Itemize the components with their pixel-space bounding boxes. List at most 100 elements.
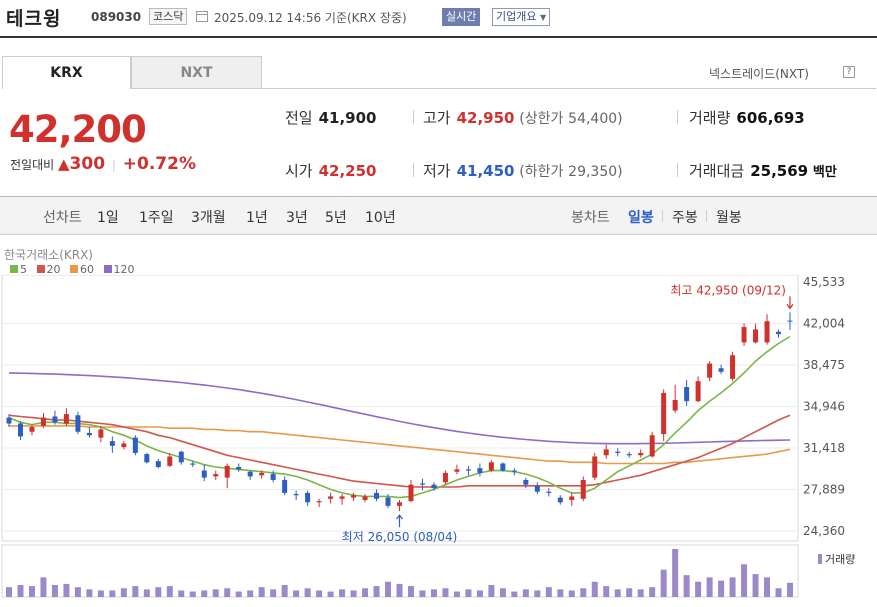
- period-10y[interactable]: 10년: [365, 210, 396, 226]
- candle: [741, 323, 747, 346]
- volume-bar: [120, 588, 127, 597]
- divider: [662, 210, 663, 222]
- help-icon[interactable]: ?: [843, 66, 855, 78]
- plot-frame: [1, 275, 799, 542]
- candle-body: [557, 497, 563, 503]
- candle: [580, 476, 586, 502]
- volume-bar: [327, 591, 334, 597]
- candle: [546, 488, 552, 497]
- candle: [213, 470, 219, 480]
- volume-bar: [534, 590, 541, 597]
- low-label: 저가: [423, 162, 451, 180]
- candle-body: [569, 496, 575, 500]
- candle: [98, 425, 104, 443]
- volume-bar: [729, 577, 736, 597]
- amount-value: 25,569: [750, 162, 809, 180]
- volume-bar: [488, 585, 495, 597]
- volume-bar: [764, 577, 771, 597]
- candle-body: [17, 423, 23, 437]
- candle-body: [465, 469, 471, 471]
- volume-bar: [522, 589, 529, 597]
- candle-body: [362, 496, 368, 500]
- candle-body: [592, 456, 598, 478]
- candle-body: [431, 484, 437, 489]
- volume-bar: [155, 587, 162, 597]
- realtime-button[interactable]: 실시간: [442, 8, 481, 26]
- nextrade-link[interactable]: 넥스트레이드(NXT): [709, 67, 809, 81]
- volume-value: 606,693: [736, 109, 805, 127]
- line-chart-label: 선차트: [43, 210, 82, 226]
- current-price: 42,200: [9, 108, 147, 151]
- volume-bar: [40, 577, 47, 597]
- divider: |: [111, 158, 116, 172]
- candle: [270, 470, 276, 483]
- price-change: 전일대비 ▲300 | +0.72%: [10, 154, 196, 174]
- high-value: 42,950: [456, 109, 515, 127]
- ma120-legend: 120: [103, 263, 135, 276]
- candle-body: [236, 467, 242, 470]
- candle-body: [201, 470, 207, 478]
- candle-body: [442, 472, 448, 483]
- candle-monthly[interactable]: 월봉: [716, 210, 742, 226]
- candle-body: [764, 321, 770, 343]
- period-1d[interactable]: 1일: [97, 210, 119, 226]
- tab-nxt[interactable]: NXT: [131, 56, 262, 89]
- volume-bar: [350, 590, 357, 597]
- period-5y[interactable]: 5년: [325, 210, 347, 226]
- candle-body: [695, 381, 701, 402]
- candle: [764, 314, 770, 345]
- amount-unit: 백만: [812, 165, 837, 180]
- candle-body: [29, 427, 35, 432]
- candle-body: [672, 399, 678, 411]
- volume-legend-label: 거래량: [825, 553, 855, 566]
- candle: [603, 444, 609, 459]
- candle: [121, 441, 127, 450]
- candle-body: [247, 471, 253, 477]
- market-badge: 코스닥: [149, 8, 188, 25]
- candle-body: [190, 463, 196, 465]
- volume-bar: [212, 589, 219, 597]
- volume-bar: [396, 583, 403, 597]
- candle-body: [121, 443, 127, 448]
- candle: [488, 459, 494, 472]
- candlestick-chart[interactable]: 45,533 42,004 38,475 34,946 31,418 27,889 24,3…: [0, 275, 877, 607]
- volume-bar: [683, 575, 690, 597]
- divider: [262, 88, 876, 89]
- prev-close: 전일 41,900: [285, 107, 377, 128]
- candle: [190, 461, 196, 468]
- tab-krx[interactable]: KRX: [2, 56, 131, 89]
- y-tick-label: 27,889: [803, 482, 845, 496]
- candle-weekly[interactable]: 주봉: [672, 210, 698, 226]
- volume-bar: [568, 590, 575, 597]
- company-overview-dropdown[interactable]: 기업개요 ▼: [492, 8, 551, 26]
- candle-daily[interactable]: 일봉: [628, 210, 654, 226]
- candle: [638, 449, 644, 458]
- candle-body: [224, 465, 230, 478]
- ma120-swatch: [103, 265, 112, 273]
- period-3m[interactable]: 3개월: [191, 210, 226, 226]
- volume-bar: [545, 587, 552, 597]
- low-annotation: 최저 26,050 (08/04): [342, 530, 458, 544]
- upper-limit-value: 54,400): [568, 111, 623, 127]
- period-1w[interactable]: 1주일: [139, 210, 174, 226]
- candle: [523, 477, 529, 489]
- candle: [282, 476, 288, 496]
- divider: [706, 210, 707, 222]
- candle-body: [328, 496, 334, 499]
- candle: [144, 452, 150, 464]
- period-1y[interactable]: 1년: [246, 210, 268, 226]
- period-3y[interactable]: 3년: [286, 210, 308, 226]
- y-tick-label: 45,533: [803, 275, 845, 289]
- high-annotation: 최고 42,950 (09/12): [670, 283, 786, 297]
- candle: [109, 436, 115, 453]
- candle-body: [419, 483, 425, 485]
- candle-body: [741, 327, 747, 343]
- volume-bar: [28, 586, 35, 597]
- open-price: 시가 42,250: [285, 160, 377, 181]
- volume-bar: [695, 581, 702, 597]
- candle: [247, 470, 253, 480]
- candle: [695, 376, 701, 403]
- candle-body: [351, 495, 357, 498]
- candle-body: [649, 435, 655, 457]
- candle: [661, 389, 667, 442]
